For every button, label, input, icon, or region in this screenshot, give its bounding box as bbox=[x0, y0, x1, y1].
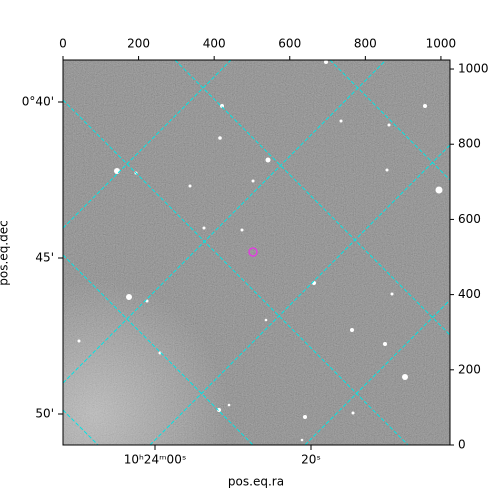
ra-tick-label: 10ʰ24ᵐ00ˢ bbox=[124, 453, 187, 467]
dec-tick-label: 45' bbox=[35, 251, 54, 265]
world-grid bbox=[63, 60, 450, 445]
y-tick-label: 1000 bbox=[458, 62, 489, 76]
y-axis-label: pos.eq.dec bbox=[0, 220, 11, 285]
x-tick-label: 600 bbox=[278, 37, 301, 51]
y-tick-label: 200 bbox=[458, 362, 481, 376]
x-tick-label: 800 bbox=[354, 37, 377, 51]
axes-frame bbox=[62, 59, 451, 446]
stars bbox=[77, 60, 443, 442]
dec-tick-label: 50' bbox=[35, 407, 54, 421]
image bbox=[63, 60, 450, 445]
x-tick-label: 0 bbox=[59, 37, 67, 51]
y-tick-label: 400 bbox=[458, 287, 481, 301]
x-tick-label: 400 bbox=[203, 37, 226, 51]
dec-tick-label: 0°40' bbox=[22, 95, 54, 109]
y-tick-label: 600 bbox=[458, 212, 481, 226]
y-tick-label: 800 bbox=[458, 137, 481, 151]
target-marker bbox=[248, 247, 258, 257]
x-tick-label: 200 bbox=[127, 37, 150, 51]
world-ticks bbox=[58, 101, 312, 450]
ra-tick-label: 20ˢ bbox=[301, 453, 321, 467]
y-tick-label: 0 bbox=[458, 438, 466, 452]
x-tick-label: 1000 bbox=[426, 37, 457, 51]
x-axis-label: pos.eq.ra bbox=[228, 475, 284, 489]
